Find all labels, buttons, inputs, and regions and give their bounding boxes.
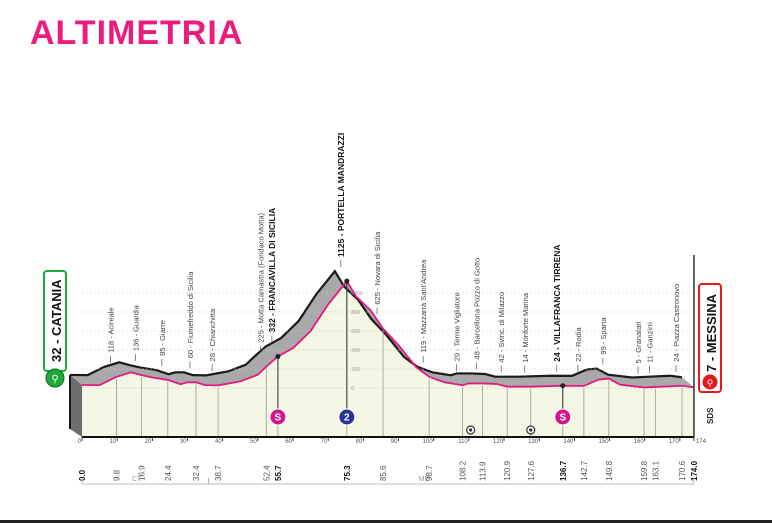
waypoint-label: 99 - Sparta xyxy=(599,317,608,355)
waypoint-label: 225 - Motta Camastra (Fondaco Motta) xyxy=(256,212,265,342)
region-bracket xyxy=(208,478,695,485)
bottom-border xyxy=(0,520,772,523)
km-distance-label: 113.9 xyxy=(479,461,488,481)
km-distance-label: 159.8 xyxy=(640,460,649,481)
finish-town-label: 7 - MESSINA xyxy=(704,293,719,372)
km-tick-label: 170 xyxy=(669,439,680,445)
sprint-icon xyxy=(554,408,572,426)
km-tick-label: 90 xyxy=(391,439,398,445)
km-distance-label: 127.6 xyxy=(527,460,536,481)
km-tick-label: 160 xyxy=(634,439,645,445)
waypoint-label: 24 - VILLAFRANCA TIRRENA xyxy=(552,244,562,361)
elevation-tick-label: 600 xyxy=(351,329,360,335)
km-tick-label: 60 xyxy=(285,439,292,445)
km-distance-label: 149.8 xyxy=(605,460,614,481)
km-tick-label: 120 xyxy=(493,439,504,445)
page-title: ALTIMETRIA xyxy=(30,14,244,52)
region-label: CT xyxy=(132,476,142,483)
km-tick-label: 10 xyxy=(109,439,116,445)
km-distance-label: 9.8 xyxy=(112,469,121,481)
km-tick-label: 110 xyxy=(458,439,468,445)
km-tick-label: 50 xyxy=(250,439,257,445)
waypoint-label: 11 - Ganzirri xyxy=(646,322,655,363)
km-tick-label: 150 xyxy=(599,439,610,445)
elevation-tick-label: 1000 xyxy=(351,291,362,297)
waypoint-label: 118 - Acireale xyxy=(106,307,115,352)
marker-dot xyxy=(344,278,350,284)
start-town-label: 32 - CATANIA xyxy=(49,279,64,362)
km-tick-label: 70 xyxy=(321,439,328,445)
km-distance-label: 0.0 xyxy=(78,469,87,481)
profile-left-wall xyxy=(70,374,82,437)
waypoint-label: 332 - FRANCAVILLA DI SICILIA xyxy=(267,208,277,333)
sprint-label: S xyxy=(559,413,566,424)
km-distance-label: 174.0 xyxy=(690,460,699,481)
waypoint-label: 625 - Novara di Sicilia xyxy=(373,231,382,305)
waypoint-label: 42 - Svinc. di Milazzo xyxy=(497,292,506,363)
km-distance-label: 85.6 xyxy=(379,465,388,481)
km-distance-label: 163.1 xyxy=(652,460,661,481)
km-distance-label: 16.9 xyxy=(137,465,146,481)
profile-line xyxy=(81,279,695,389)
km-distance-label: 170.6 xyxy=(678,460,687,481)
waypoint-label: 22 - Rodia xyxy=(574,326,583,361)
km-tick-label: 130 xyxy=(528,439,539,445)
finish-bike-glyph: ⚲ xyxy=(707,378,714,388)
km-distance-label: 142.7 xyxy=(580,460,589,481)
km-tick-label: 30 xyxy=(180,439,187,445)
km-distance-label: 108.2 xyxy=(459,460,468,481)
km-distance-label: 32.4 xyxy=(192,465,201,481)
km-tick-label: 40 xyxy=(215,439,222,445)
kom-icon xyxy=(338,408,356,426)
elevation-tick-label: 200 xyxy=(351,367,360,373)
km-tick-label: 20 xyxy=(145,439,152,445)
start-bike-icon xyxy=(45,368,65,388)
waypoint-label: 28 - Chianchitta xyxy=(208,308,217,361)
km-distance-label: 136.7 xyxy=(559,460,568,481)
elevation-tick-label: 400 xyxy=(351,348,360,354)
region-label: ME xyxy=(419,476,430,483)
kom-category-label: 2 xyxy=(344,413,350,424)
waypoint-label: 48 - Barcellona Pozzo di Gotto xyxy=(473,258,482,360)
km-tick-label: 140 xyxy=(563,439,574,445)
marker-dot xyxy=(275,353,281,359)
start-bike-glyph: ⚲ xyxy=(51,374,58,385)
waypoint-label: 136 - Guardia xyxy=(131,304,140,351)
target-km-icon-dot xyxy=(469,428,473,432)
elevation-tick-label: 800 xyxy=(351,310,360,316)
elevation-tick-label: 0 xyxy=(351,386,354,392)
marker-dot xyxy=(560,383,566,389)
km-distance-label: 75.3 xyxy=(343,465,352,481)
km-distance-label: 52.4 xyxy=(262,465,271,481)
waypoint-label: 1125 - PORTELLA MANDRAZZI xyxy=(336,133,346,257)
waypoint-label: 85 - Giarre xyxy=(158,320,167,356)
waypoint-label: 5 - Granatari xyxy=(634,321,643,363)
km-distance-label: 55.7 xyxy=(274,465,283,481)
finish-badge-box xyxy=(698,283,722,393)
km-distance-label: 98.7 xyxy=(425,465,434,481)
sprint-label: S xyxy=(275,413,282,424)
waypoint-label: 24 - Piazza Castronovo xyxy=(672,284,681,362)
km-distance-label: 24.4 xyxy=(164,465,173,481)
finish-bike-icon xyxy=(701,373,719,391)
target-km-icon-dot xyxy=(529,428,533,432)
km-tick-label: 0 xyxy=(78,439,82,445)
start-badge: 32 - CATANIA ⚲ xyxy=(43,270,67,388)
km-distance-label: 38.7 xyxy=(214,465,223,481)
km-tick-label: 80 xyxy=(356,439,363,445)
km-tick-label: 100 xyxy=(423,439,434,445)
waypoint-label: 14 - Monforte Marina xyxy=(521,292,530,362)
sprint-icon xyxy=(269,408,287,426)
km-tick-label: 174 xyxy=(696,439,707,445)
km-distance-label: 120.9 xyxy=(503,460,512,481)
profile-top-edge xyxy=(69,269,683,379)
credit-label: SDS xyxy=(706,407,715,424)
waypoint-label: 29 - Terme Vigliatore xyxy=(453,292,462,361)
profile-fill xyxy=(82,281,694,437)
finish-badge: 7 - MESSINA ⚲ xyxy=(698,283,722,393)
waypoint-label: 60 - Fiumefreddo di Sicilia xyxy=(186,271,195,359)
waypoint-label: 119 - Mazzarrà Sant'Andrea xyxy=(419,259,428,353)
